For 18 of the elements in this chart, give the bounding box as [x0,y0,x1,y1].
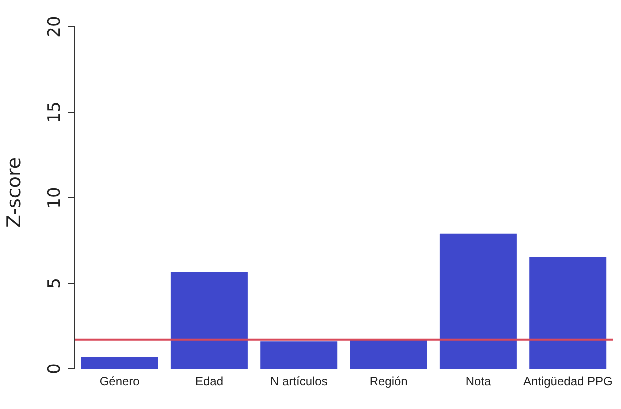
y-tick-label: 20 [45,16,65,38]
x-tick-label: Antigüedad PPG [523,374,613,389]
x-tick-label: Edad [195,374,224,389]
x-tick-label: Género [100,374,140,389]
y-tick-label: 10 [45,187,65,209]
bar [350,340,428,369]
x-tick-label: Nota [466,374,492,389]
x-tick-label: Región [370,374,408,389]
y-tick-label: 15 [45,102,65,124]
bar [530,256,607,369]
y-tick-label: 5 [45,278,65,289]
bar [440,234,517,369]
x-tick-label: N artículos [270,374,328,389]
y-axis-title: Z-score [4,157,26,228]
bar [260,342,338,369]
bar [81,357,158,369]
y-tick-label: 0 [45,364,65,374]
bar [170,272,248,369]
